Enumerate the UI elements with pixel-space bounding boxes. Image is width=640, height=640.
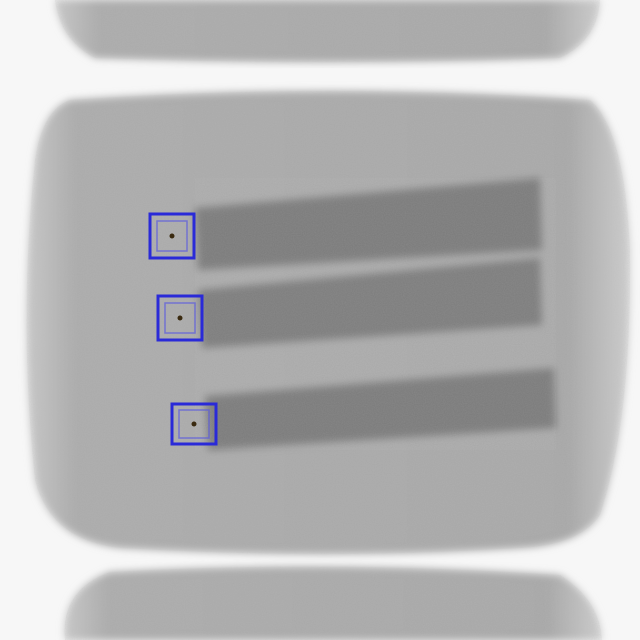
detection-center — [169, 233, 175, 239]
detection-box — [148, 212, 196, 260]
battery-cell-bottom — [64, 566, 602, 640]
detection-box — [156, 294, 204, 342]
detection-box — [170, 402, 218, 446]
detection-center — [177, 315, 183, 321]
battery-cell-top — [55, 0, 600, 62]
detection-center — [191, 421, 197, 427]
detection-markers — [148, 212, 218, 446]
battery-cell-main — [26, 91, 631, 554]
